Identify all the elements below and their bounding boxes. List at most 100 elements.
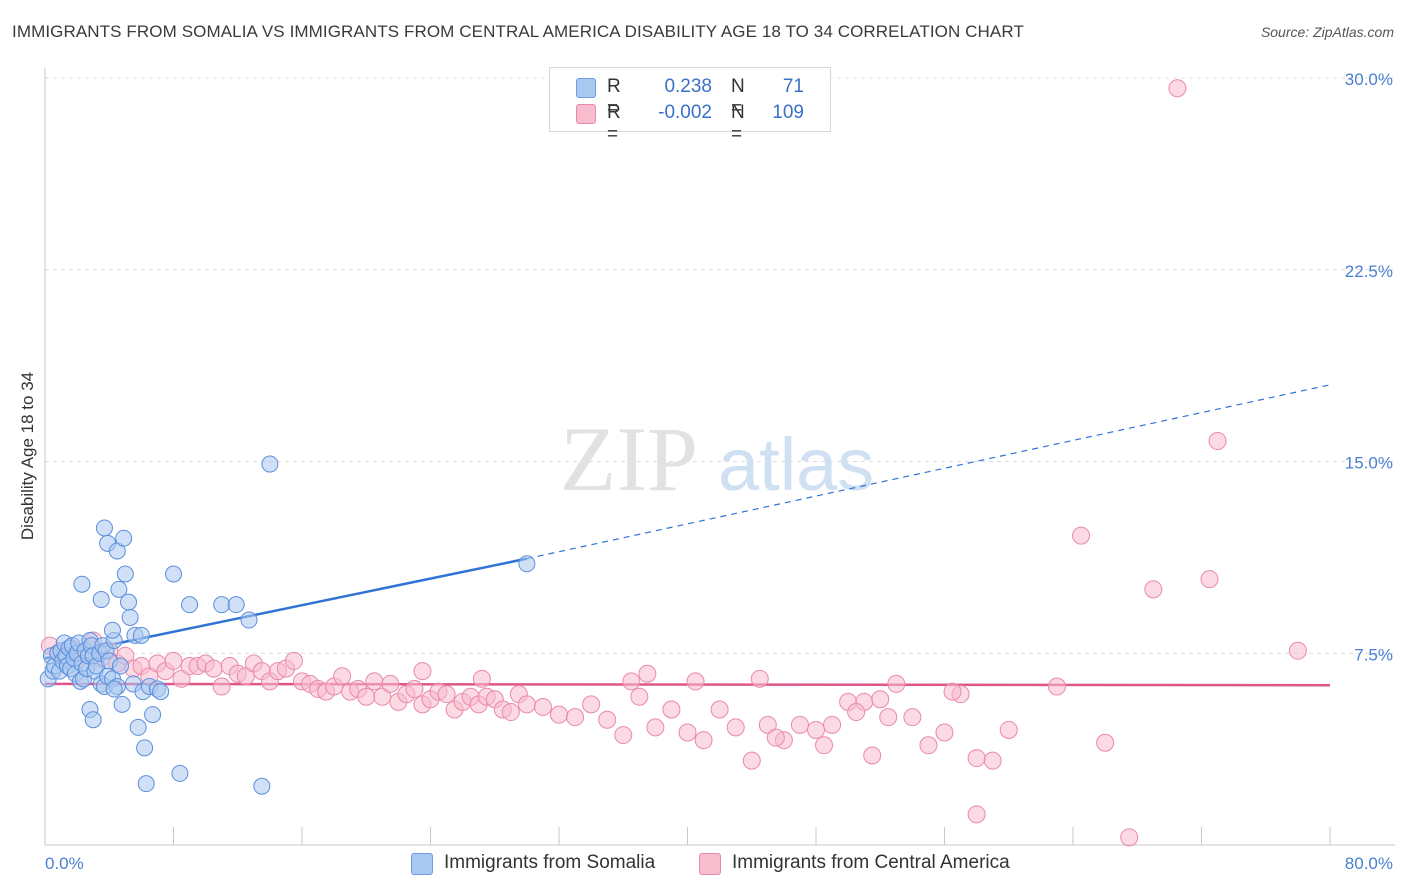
central-america-point <box>919 736 938 755</box>
y-axis-title: Disability Age 18 to 34 <box>18 372 37 540</box>
central-america-point <box>750 669 769 688</box>
somalia-point <box>165 565 182 583</box>
central-america-point <box>1096 733 1115 752</box>
somalia-point <box>113 695 131 713</box>
somalia-point <box>227 596 245 614</box>
central-america-point <box>726 718 745 737</box>
central-america-point <box>662 700 681 719</box>
central-america-point <box>999 720 1018 739</box>
somalia-point <box>115 529 133 547</box>
central-america-point <box>943 682 962 701</box>
central-america-point <box>678 723 697 742</box>
central-america-point <box>935 723 954 742</box>
y-tick-label: 30.0% <box>1345 70 1393 89</box>
central-america-point <box>1072 526 1091 545</box>
somalia-point <box>136 739 154 757</box>
central-america-point <box>365 672 384 691</box>
central-america-point <box>823 715 842 734</box>
legend-n-label: N = <box>731 76 745 119</box>
legend-r-value: -0.002 <box>658 102 712 123</box>
central-america-point <box>863 746 882 765</box>
central-america-point <box>517 695 536 714</box>
central-america-point <box>284 651 303 670</box>
central-america-point <box>1200 570 1219 589</box>
legend-r-label: R = <box>607 102 621 145</box>
central-america-point <box>686 672 705 691</box>
central-america-point <box>758 715 777 734</box>
y-tick-label: 22.5% <box>1345 262 1393 281</box>
central-america-points <box>40 79 1307 847</box>
somalia-point <box>152 683 170 701</box>
central-america-point <box>1144 580 1163 599</box>
somalia-trend-line <box>44 557 528 660</box>
central-america-point <box>807 720 825 739</box>
somalia-point <box>181 596 199 614</box>
legend-swatch-central-america <box>576 104 596 124</box>
central-america-point <box>533 697 552 716</box>
somalia-point <box>84 711 102 729</box>
central-america-point <box>172 669 191 688</box>
axes <box>44 68 1395 846</box>
central-america-point <box>1288 641 1307 660</box>
central-america-point <box>598 710 617 729</box>
central-america-point <box>847 703 866 722</box>
central-america-point <box>967 805 986 824</box>
somalia-point <box>171 764 189 782</box>
somalia-point <box>116 565 134 583</box>
somalia-point <box>240 611 258 629</box>
central-america-point <box>887 674 906 693</box>
y-tick-label: 7.5% <box>1354 645 1393 664</box>
x-tick-label: 0.0% <box>45 854 84 873</box>
somalia-point <box>518 555 536 573</box>
somalia-point <box>129 718 147 736</box>
somalia-points <box>39 455 536 795</box>
central-america-point <box>879 708 898 727</box>
somalia-label: Immigrants from Somalia <box>444 852 656 873</box>
somalia-point <box>105 680 123 698</box>
bottom-legend-central-america[interactable]: Immigrants from Central America <box>699 852 1039 878</box>
watermark-atlas: atlas <box>718 423 874 506</box>
central-america-point <box>710 700 729 719</box>
central-america-point <box>1120 828 1139 847</box>
central-america-point <box>566 708 585 727</box>
central-america-point <box>164 651 183 670</box>
central-america-point <box>1208 432 1227 451</box>
bottom-legend-somalia[interactable]: Immigrants from Somalia <box>411 852 681 878</box>
central-america-point <box>871 690 890 709</box>
legend-swatch-somalia <box>576 78 596 98</box>
somalia-point <box>95 519 113 537</box>
somalia-point <box>92 591 110 609</box>
watermark: ZIP atlas <box>560 408 874 510</box>
somalia-point <box>120 593 138 611</box>
somalia-point <box>144 706 162 724</box>
watermark-zip: ZIP <box>560 408 698 510</box>
legend-r-value: 0.238 <box>664 76 712 97</box>
somalia-point <box>121 608 139 626</box>
central-america-point <box>501 703 520 722</box>
central-america-point <box>550 705 568 724</box>
central-america-point <box>373 687 392 706</box>
central-america-point <box>381 674 400 693</box>
central-america-label: Immigrants from Central America <box>732 852 1010 873</box>
tick-labels: 7.5% 15.0% 22.5% 30.0% 0.0% 80.0% Disability A… <box>18 70 1393 873</box>
central-america-point <box>413 662 432 681</box>
somalia-point <box>73 575 91 593</box>
central-america-point <box>437 685 456 704</box>
legend-n-label: N = <box>731 102 745 145</box>
central-america-point <box>405 680 424 699</box>
central-america-point <box>582 695 601 714</box>
central-america-point <box>622 672 641 691</box>
central-america-point <box>204 659 223 678</box>
central-america-point <box>638 664 657 683</box>
somalia-point <box>132 626 150 644</box>
somalia-trend-extension <box>526 384 1331 560</box>
x-tick-label: 80.0% <box>1345 854 1393 873</box>
somalia-swatch <box>411 853 433 875</box>
central-america-point <box>212 677 231 696</box>
central-america-point <box>472 669 491 688</box>
central-america-point <box>766 728 785 747</box>
central-america-point <box>983 751 1002 770</box>
central-america-swatch <box>699 853 721 875</box>
central-america-point <box>236 667 255 686</box>
